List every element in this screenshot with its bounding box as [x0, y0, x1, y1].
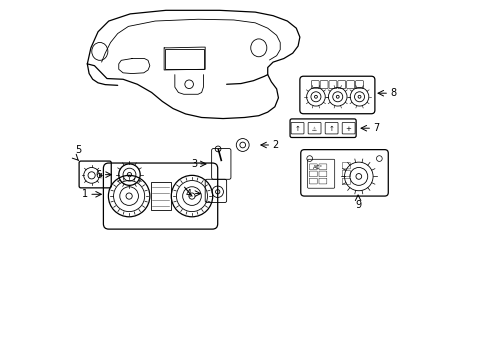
Text: ↑: ↑	[294, 126, 300, 132]
Text: 2: 2	[272, 140, 278, 150]
Bar	[165, 49, 203, 69]
Text: AC°: AC°	[312, 165, 322, 170]
Text: +: +	[345, 126, 351, 132]
Text: 6: 6	[95, 170, 102, 180]
Text: 8: 8	[389, 88, 396, 98]
Text: 5: 5	[75, 145, 81, 155]
Text: |I|: |I|	[99, 172, 104, 178]
Text: ⚠: ⚠	[311, 127, 316, 132]
Text: 7: 7	[372, 123, 379, 133]
Text: ↑: ↑	[328, 126, 334, 132]
Text: 1: 1	[82, 189, 88, 199]
Text: 4: 4	[185, 189, 191, 199]
Text: 9: 9	[354, 200, 361, 210]
Bar	[150, 182, 170, 210]
Text: 3: 3	[190, 159, 197, 169]
